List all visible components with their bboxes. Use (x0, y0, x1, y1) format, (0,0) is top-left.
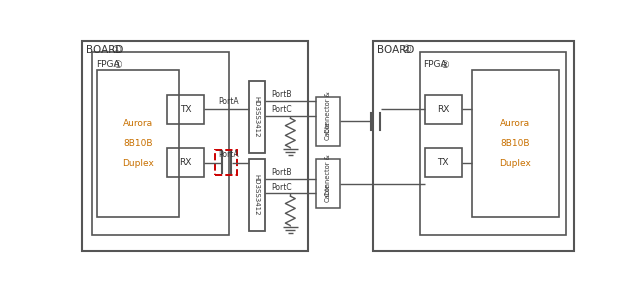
Text: Connector &: Connector & (325, 92, 331, 134)
Bar (92, 53, 229, 235)
Bar (167, 95, 204, 124)
Bar (372, 41, 573, 251)
Text: HD3SS3412: HD3SS3412 (254, 96, 260, 138)
Text: RX: RX (437, 105, 449, 114)
Text: TX: TX (180, 105, 191, 114)
Text: Duplex: Duplex (499, 159, 531, 168)
Text: FPGA: FPGA (423, 60, 447, 69)
Bar (216, 150, 237, 175)
Text: Aurora: Aurora (500, 119, 531, 128)
Text: ②: ② (440, 60, 449, 70)
Text: ①: ① (113, 60, 122, 70)
Bar (83, 41, 308, 251)
Text: ①: ① (111, 45, 121, 55)
Bar (97, 70, 179, 217)
Text: Connector &: Connector & (325, 154, 331, 196)
Text: TX: TX (438, 158, 449, 167)
Bar (425, 95, 462, 124)
Text: FPGA: FPGA (96, 60, 120, 69)
Text: PortC: PortC (271, 183, 292, 192)
Bar (425, 148, 462, 177)
Text: RX: RX (179, 158, 191, 167)
Text: ②: ② (401, 45, 412, 55)
Bar (316, 159, 340, 208)
Text: PortA: PortA (218, 97, 239, 106)
Text: PortB: PortB (271, 90, 291, 99)
Text: 8B10B: 8B10B (124, 139, 153, 148)
Bar (472, 70, 559, 217)
Text: Cable: Cable (325, 183, 331, 202)
Text: HD3SS3412: HD3SS3412 (254, 174, 260, 216)
Bar (249, 81, 265, 153)
Text: Aurora: Aurora (124, 119, 154, 128)
Text: Duplex: Duplex (122, 159, 154, 168)
Text: BOARD: BOARD (86, 45, 124, 55)
Bar (316, 97, 340, 146)
Text: Cable: Cable (325, 121, 331, 140)
Bar (167, 148, 204, 177)
Bar (420, 53, 566, 235)
Text: PortA: PortA (218, 150, 239, 159)
Bar (249, 159, 265, 231)
Text: PortB: PortB (271, 168, 291, 177)
Text: 8B10B: 8B10B (500, 139, 530, 148)
Text: PortC: PortC (271, 105, 292, 114)
Text: BOARD: BOARD (376, 45, 414, 55)
